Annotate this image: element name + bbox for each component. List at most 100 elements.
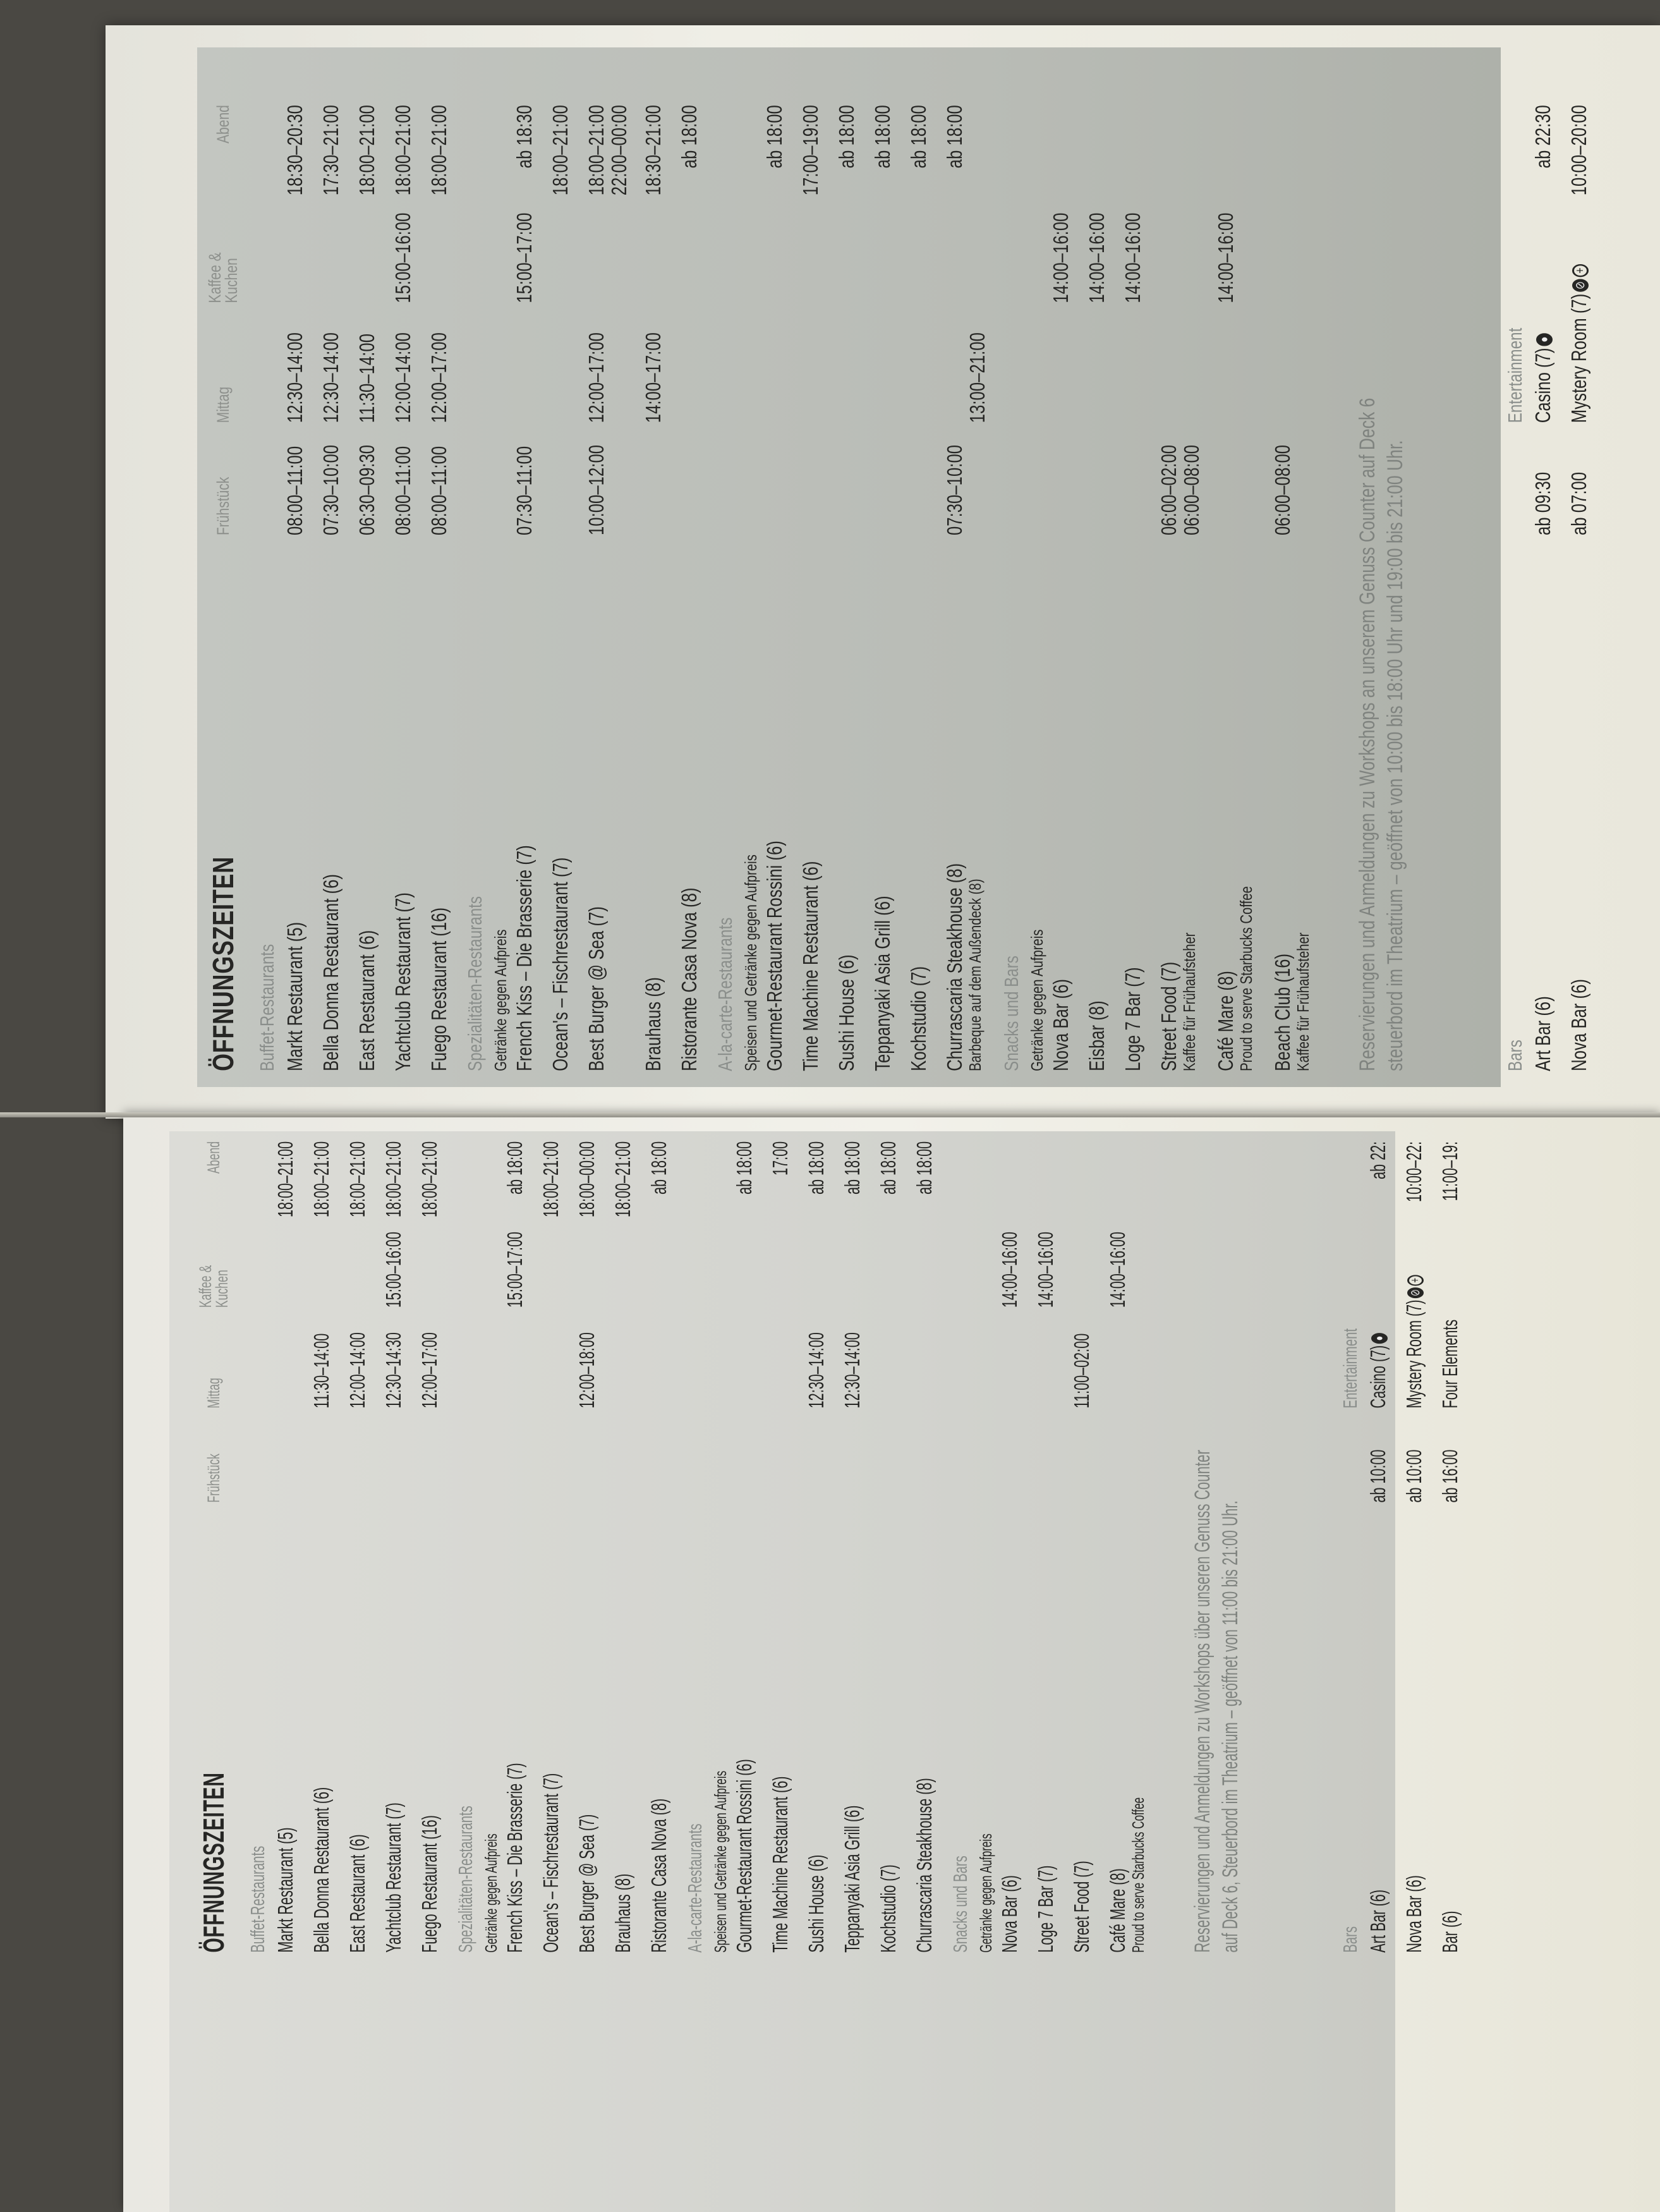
venue-name: Bella Donna Restaurant (6) — [310, 1787, 333, 1953]
bars-entertainment: Bars Entertainment Art Bar (6) ab 10:00 Casi… — [1339, 1136, 1475, 1953]
venue-cell: Gourmet-Restaurant Rossini (6) — [763, 535, 786, 1071]
bars-row: Art Bar (6) ab 10:00 Casino (7)● ab 22: — [1366, 1136, 1403, 1953]
entertainment-name: Mystery Room (7) — [1402, 1299, 1426, 1409]
venue-cell: Nova Bar (6) — [1049, 535, 1072, 1071]
venue-note: Proud to serve Starbucks Coffee — [1237, 886, 1256, 1071]
venue-name: Time Machine Restaurant (6) — [799, 861, 822, 1071]
time-cell: 06:00–02:00 06:00–08:00 — [1157, 444, 1203, 536]
table-row: Brauhaus (8) 18:00–21:00 — [611, 1136, 648, 1953]
time-cell: 17:00 — [768, 1141, 792, 1176]
venue-cell: Churrascaria Steakhouse (8) Barbeque auf … — [943, 535, 984, 1071]
column-header: Kaffee & Kuchen — [205, 252, 241, 303]
venue-cell: Best Burger @ Sea (7) — [585, 535, 608, 1071]
section-note-text: Getränke gegen Aufpreis — [491, 929, 510, 1071]
reservation-line: auf Deck 6, Steuerbord im Theatrium – ge… — [1218, 1500, 1242, 1953]
venue-cell: Markt Restaurant (5) — [283, 535, 306, 1071]
venue-name: Markt Restaurant (5) — [283, 921, 306, 1071]
plus-circle-icon: + — [1407, 1275, 1424, 1286]
table-row: Markt Restaurant (5) 18:00–21:00 — [274, 1136, 310, 1953]
venue-name: Yachtclub Restaurant (7) — [382, 1802, 405, 1953]
venue-name: Street Food (7) — [1157, 961, 1180, 1071]
venue-name: Markt Restaurant (5) — [274, 1827, 297, 1953]
left-page-content: ÖFFNUNGSZEITEN Frühstück Mittag Kaffee & Ku… — [180, 1136, 1475, 1988]
time-cell: 18:00–21:00 — [548, 105, 572, 196]
venue-name: Brauhaus (8) — [611, 1873, 634, 1953]
time-cell: 17:30–21:00 — [319, 105, 342, 196]
time-cell: 12:00–17:00 — [418, 1332, 441, 1409]
venue-name: Gourmet-Restaurant Rossini (6) — [732, 1759, 756, 1953]
table-row: Beach Club (16) Kaffee für Frühaufsteher 0… — [1271, 98, 1328, 1071]
table-row: Bella Donna Restaurant (6) 11:30–14:00 18:… — [310, 1136, 346, 1953]
time-cell: 12:00–14:00 — [346, 1332, 369, 1409]
bar-time: ab 10:00 — [1402, 1449, 1426, 1503]
venue-cell: Fuego Restaurant (16) — [427, 535, 451, 1071]
time-cell: 13:00–21:00 — [966, 332, 989, 423]
venue-name: Eisbar (8) — [1085, 1000, 1108, 1071]
table-row: Sushi House (6) 12:30–14:00 ab 18:00 — [804, 1136, 841, 1953]
time-cell: 12:00–17:00 — [585, 332, 608, 423]
bars-row: Art Bar (6) ab 09:30 Casino (7) ● ab 22:30 — [1531, 98, 1568, 1071]
section-title: Spezialitäten-Restaurants — [464, 896, 486, 1071]
table-row: Teppanyaki Asia Grill (6) 12:30–14:00 ab 1… — [840, 1136, 877, 1953]
entertainment-time: 10:00–20:00 — [1567, 105, 1590, 196]
table-row: Kochstudio (7) ab 18:00 — [876, 1136, 913, 1953]
time-cell: 14:00–17:00 — [641, 332, 665, 423]
venue-cell: Sushi House (6) — [835, 535, 858, 1071]
reservation-line: Reservierungen und Anmeldungen zu Worksh… — [1190, 1450, 1215, 1953]
section-label: Spezialitäten-Restaurants — [464, 98, 492, 1071]
section-note-text: Speisen und Getränke gegen Aufpreis — [711, 1770, 730, 1953]
venue-cell: Ristorante Casa Nova (8) — [677, 535, 701, 1071]
section-title: Buffet-Restaurants — [256, 944, 278, 1071]
bar-name: Art Bar (6) — [1366, 1889, 1390, 1953]
venue-cell: French Kiss – Die Brasserie (7) — [503, 1503, 526, 1953]
page-title: ÖFFNUNGSZEITEN — [206, 856, 239, 1071]
table-row: Nova Bar (6) 14:00–16:00 — [998, 1136, 1034, 1953]
section-note-text: Speisen und Getränke gegen Aufpreis — [741, 854, 760, 1071]
venue-name: Nova Bar (6) — [998, 1875, 1021, 1953]
reservation-note: Reservierungen und Anmeldungen zu Worksh… — [1354, 98, 1409, 1071]
venue-name: French Kiss – Die Brasserie (7) — [503, 1763, 526, 1953]
time-cell: 12:30–14:00 — [840, 1332, 864, 1409]
table-row: French Kiss – Die Brasserie (7) 07:30–11:… — [512, 98, 549, 1071]
section-note: Speisen und Getränke gegen Aufpreis — [741, 98, 763, 1071]
time-cell: 14:00–16:00 — [1049, 212, 1072, 303]
venue-name: Sushi House (6) — [835, 954, 858, 1071]
venue-name: Café Mare (8) — [1106, 1868, 1129, 1953]
venue-cell: Gourmet-Restaurant Rossini (6) — [732, 1503, 756, 1953]
entertainment-time: ab 22:30 — [1531, 105, 1554, 169]
section-note: Getränke gegen Aufpreis — [482, 1136, 504, 1952]
section-title: Snacks und Bars — [949, 1856, 971, 1953]
time-cell: ab 18:00 — [876, 1141, 900, 1195]
reservation-note: Reservierungen und Anmeldungen zu Worksh… — [1189, 1136, 1244, 1953]
entertainment-cell: Four Elements — [1438, 1224, 1462, 1409]
venue-name: Teppanyaki Asia Grill (6) — [871, 896, 894, 1071]
table-row: Street Food (7) 11:00–02:00 — [1070, 1136, 1106, 1953]
page-title: ÖFFNUNGSZEITEN — [197, 1772, 230, 1953]
venue-name: Nova Bar (6) — [1049, 979, 1072, 1071]
right-page-hours-panel — [197, 47, 1501, 1087]
venue-name: Beach Club (16) — [1271, 953, 1294, 1071]
time-cell: 18:00–21:00 — [382, 1141, 405, 1218]
venue-name: French Kiss – Die Brasserie (7) — [512, 845, 536, 1071]
venue-name: Churrascaria Steakhouse (8) — [943, 863, 966, 1071]
table-row: Yachtclub Restaurant (7) 12:30–14:30 15:00… — [382, 1136, 418, 1953]
time-cell: 10:00–12:00 — [585, 444, 608, 536]
bar-name: Nova Bar (6) — [1567, 979, 1590, 1071]
column-header: Abend — [203, 1141, 223, 1174]
time-cell: ab 18:00 — [732, 1141, 756, 1195]
venue-name: Loge 7 Bar (7) — [1121, 967, 1144, 1071]
time-cell: 08:00–11:00 — [391, 446, 415, 536]
time-cell: ab 18:00 — [912, 1141, 936, 1195]
bars-label: Bars — [1339, 1926, 1361, 1953]
table-row: Fuego Restaurant (16) 12:00–17:00 18:00–21… — [418, 1136, 454, 1953]
venue-cell: Fuego Restaurant (16) — [418, 1503, 441, 1952]
time-cell: 18:00–21:00 — [391, 105, 415, 196]
venue-cell: Café Mare (8) Proud to serve Starbucks Co… — [1214, 535, 1256, 1071]
section-label: A-la-carte-Restaurants — [714, 98, 742, 1071]
section-label: Buffet-Restaurants — [256, 98, 284, 1071]
venue-cell: Beach Club (16) Kaffee für Frühaufsteher — [1271, 535, 1312, 1071]
bar-time: ab 10:00 — [1366, 1449, 1390, 1503]
time-cell: 18:30–20:30 — [283, 105, 306, 196]
entertainment-cell: Mystery Room (7)⊘+ — [1402, 1224, 1426, 1409]
bars-header-row: Bars Entertainment — [1339, 1136, 1367, 1953]
